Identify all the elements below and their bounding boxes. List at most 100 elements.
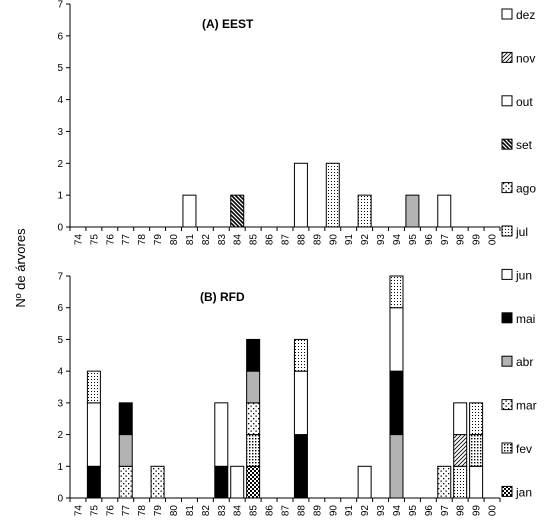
bar-segment-75-jul [86, 370, 101, 404]
legend-label-mai: mai [516, 312, 535, 326]
x-tick-label: 89 [312, 234, 323, 246]
panel-b-y-ticks: 0 1 2 3 4 5 6 7 [57, 272, 70, 505]
x-tick-label: 93 [376, 505, 387, 517]
y-tick-label: 1 [57, 191, 63, 202]
x-tick-label: 91 [344, 234, 355, 246]
bar-segment-92-jul [357, 194, 372, 228]
bar-segment-77-abr [118, 434, 133, 467]
x-tick-label: 85 [249, 234, 260, 246]
x-tick-label: 87 [281, 505, 292, 517]
bar-segment-85-fev [246, 434, 261, 467]
x-tick-label: 98 [456, 505, 467, 517]
x-tick-label: 99 [472, 234, 483, 246]
legend-label-mar: mar [516, 399, 537, 413]
bar-segment-85-jan [246, 465, 261, 499]
y-tick-label: 6 [57, 303, 63, 314]
bar-segment-99-jul [469, 402, 484, 436]
legend: dez nov out set ago jul jun mai abr mar fev jan [501, 8, 537, 499]
x-tick-label: 81 [185, 505, 196, 517]
bar-segment-85-abr [246, 370, 261, 404]
x-tick-label: 75 [89, 505, 100, 517]
bar-segment-79-mar [150, 465, 165, 499]
bar-segment-99-fev [469, 434, 484, 467]
legend-swatch-mar [501, 399, 513, 411]
x-tick-label: 76 [105, 234, 116, 246]
x-tick-label: 96 [424, 234, 435, 246]
x-tick-label: 87 [281, 234, 292, 246]
bar-segment-98-nov [453, 434, 468, 467]
x-tick-label: 97 [440, 234, 451, 246]
panel-b-title: (B) RFD [200, 290, 245, 304]
x-tick-label: 77 [121, 505, 132, 517]
y-tick-label: 2 [57, 430, 63, 441]
bar-segment-77-mai [118, 402, 133, 436]
legend-swatch-dez [501, 8, 513, 20]
x-tick-label: 76 [105, 505, 116, 517]
panel-a: (A) EEST 0 1 2 3 4 5 6 7 74 75 76 77 78 79 80 81 82 83 84… [57, 0, 501, 246]
x-tick-label: 00 [488, 505, 499, 517]
legend-label-jan: jan [515, 485, 532, 499]
panel-b: (B) RFD 0 1 2 3 4 5 6 7 74 75 76 77 78 79 80 81 82 83 84 8… [57, 272, 501, 517]
bar-segment-97-mar [437, 465, 452, 499]
x-tick-label: 80 [169, 505, 180, 517]
panel-b-bars [86, 275, 484, 499]
y-tick-label: 5 [57, 63, 63, 74]
legend-swatch-mai [501, 312, 513, 324]
x-tick-label: 95 [408, 234, 419, 246]
x-tick-label: 92 [360, 234, 371, 246]
bar-segment-84-set [230, 194, 245, 228]
bar-segment-97-jun [437, 194, 452, 228]
x-tick-label: 83 [217, 505, 228, 517]
y-tick-label: 4 [57, 367, 63, 378]
x-tick-label: 74 [73, 505, 84, 517]
y-tick-label: 7 [57, 0, 63, 11]
y-tick-label: 4 [57, 95, 63, 106]
x-tick-label: 78 [137, 505, 148, 517]
x-tick-label: 90 [328, 505, 339, 517]
x-tick-label: 80 [169, 234, 180, 246]
legend-swatch-ago [501, 182, 513, 194]
x-tick-label: 74 [73, 234, 84, 246]
x-tick-label: 90 [328, 234, 339, 246]
legend-label-out: out [516, 95, 533, 109]
bar-segment-75-mai [86, 465, 101, 499]
bar-segment-98-jun [453, 402, 468, 436]
legend-label-nov: nov [516, 51, 535, 65]
y-tick-label: 3 [57, 398, 63, 409]
legend-swatch-fev [501, 442, 513, 454]
bar-segment-83-mai [214, 465, 229, 499]
x-tick-label: 98 [456, 234, 467, 246]
y-tick-label: 2 [57, 159, 63, 170]
x-tick-label: 00 [488, 234, 499, 246]
bar-segment-75-jun [86, 402, 101, 467]
bar-segment-77-mar [118, 465, 133, 499]
bar-segment-94-jul [389, 275, 404, 309]
y-tick-label: 3 [57, 127, 63, 138]
bar-segment-98-jul [453, 465, 468, 499]
legend-label-abr: abr [516, 355, 533, 369]
x-tick-label: 91 [344, 505, 355, 517]
bar-segment-81-jun [182, 194, 197, 228]
x-tick-label: 84 [233, 234, 244, 246]
bar-segment-90-jul [325, 162, 340, 228]
legend-label-jul: jul [515, 225, 528, 239]
bar-segment-92-jun [357, 465, 372, 499]
panel-a-bars [182, 162, 452, 228]
legend-swatch-abr [501, 355, 513, 367]
bar-segment-88-jun [293, 370, 308, 436]
x-tick-label: 86 [265, 505, 276, 517]
y-tick-label: 1 [57, 462, 63, 473]
x-tick-label: 96 [424, 505, 435, 517]
bar-segment-85-mar [246, 402, 261, 436]
x-tick-label: 75 [89, 234, 100, 246]
y-tick-label: 0 [57, 494, 63, 505]
x-tick-label: 99 [472, 505, 483, 517]
panel-a-x-ticks: 74 75 76 77 78 79 80 81 82 83 84 85 86 87 88 89 90 91 92 93… [69, 227, 501, 246]
legend-swatch-jan [501, 485, 513, 497]
panel-b-x-ticks: 74 75 76 77 78 79 80 81 82 83 84 85 86 87 88 89 90 91 92 93… [69, 498, 501, 517]
bar-segment-88-jul [293, 338, 308, 372]
y-axis-label: Nº de árvores [13, 228, 28, 308]
bar-segment-94-mai [389, 370, 404, 436]
y-tick-label: 0 [57, 223, 63, 234]
